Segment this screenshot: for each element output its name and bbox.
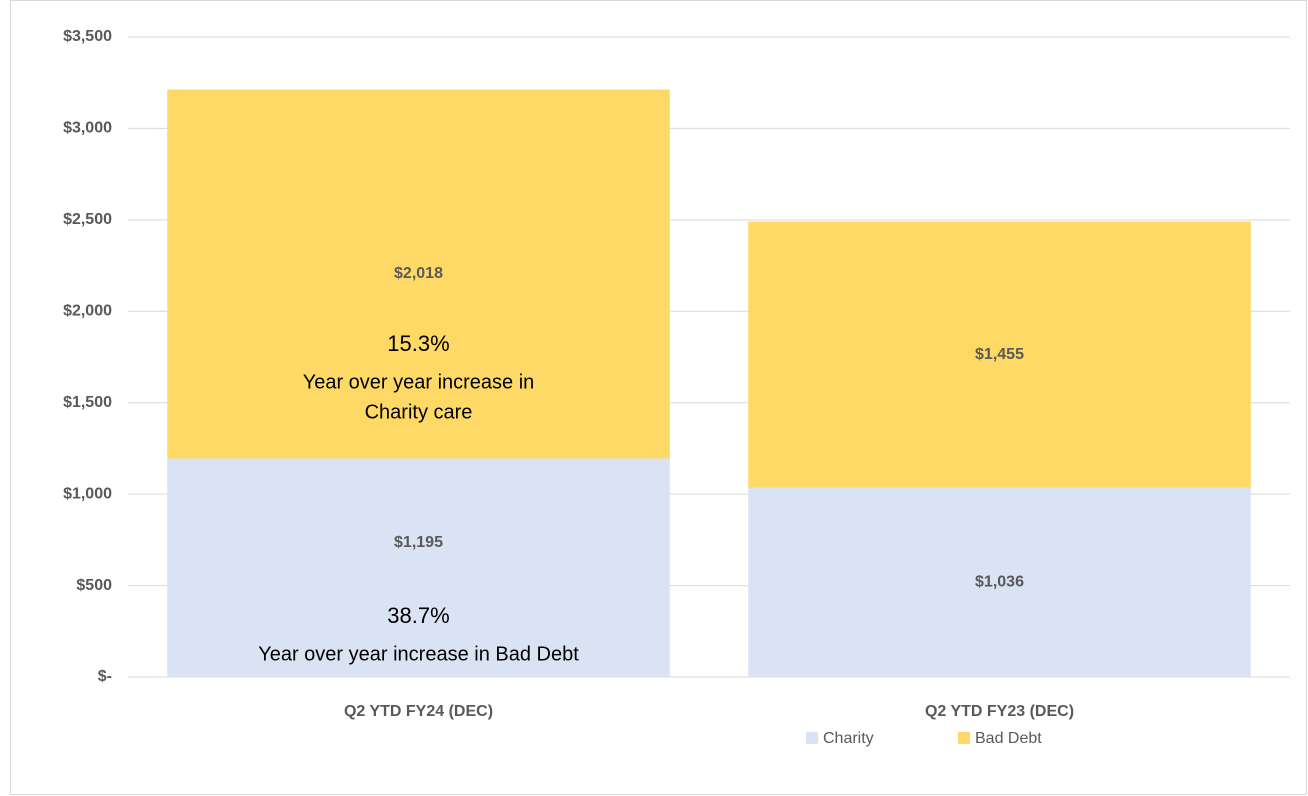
x-tick-label: Q2 YTD FY24 (DEC) [344,703,493,720]
annotation: 38.7% [387,603,449,628]
legend-swatch [958,732,970,744]
annotation: Year over year increase in Bad Debt [258,643,579,665]
y-tick-label: $1,500 [63,394,112,411]
value-label: $1,455 [975,346,1024,363]
chart-border [10,0,1307,795]
y-tick-label: $3,000 [63,120,112,137]
bar-segment [748,221,1251,488]
legend-label: Bad Debt [975,730,1042,747]
bar-segment [167,89,670,459]
value-label: $2,018 [394,265,443,282]
y-tick-label: $2,500 [63,211,112,228]
y-tick-label: $2,000 [63,303,112,320]
y-tick-label: $- [98,668,112,685]
value-label: $1,036 [975,573,1024,590]
bar-segment [748,487,1251,677]
y-tick-label: $3,500 [63,28,112,45]
y-tick-label: $500 [76,577,112,594]
annotation: Year over year increase in [303,371,535,393]
legend-label: Charity [823,730,874,747]
value-label: $1,195 [394,534,443,551]
annotation: 15.3% [387,331,449,356]
legend-swatch [806,732,818,744]
x-tick-label: Q2 YTD FY23 (DEC) [925,703,1074,720]
bar-segment [167,458,670,677]
y-tick-label: $1,000 [63,485,112,502]
annotation: Charity care [365,401,473,423]
